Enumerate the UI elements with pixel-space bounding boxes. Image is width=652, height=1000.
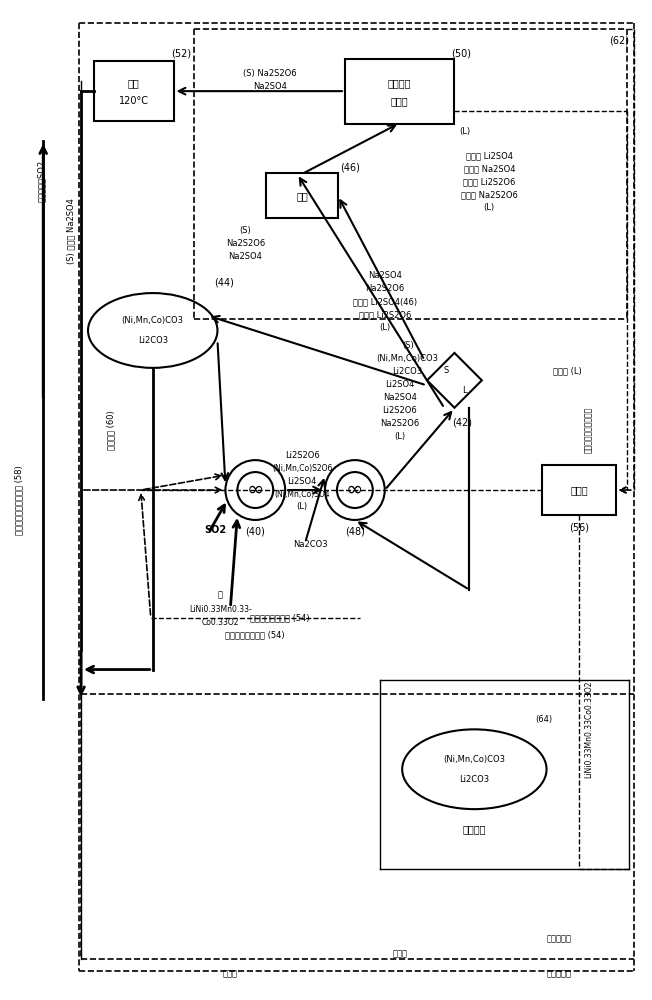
Polygon shape <box>427 353 482 408</box>
Text: (L): (L) <box>484 203 495 212</box>
Text: LiNi0.33Mn0.33Co0.33O2: LiNi0.33Mn0.33Co0.33O2 <box>584 681 593 778</box>
Text: 浓缩物 (L): 浓缩物 (L) <box>553 366 582 375</box>
Text: (L): (L) <box>394 432 406 441</box>
Text: Na2SO4: Na2SO4 <box>228 252 262 261</box>
Text: 水和锂的回收环路 (54): 水和锂的回收环路 (54) <box>226 630 285 639</box>
Text: 晶体: 晶体 <box>296 191 308 201</box>
Text: 纳滤器: 纳滤器 <box>570 485 587 495</box>
Text: ∞: ∞ <box>246 480 264 500</box>
Text: (Ni,Mn,Co)SO4: (Ni,Mn,Co)SO4 <box>274 490 330 499</box>
Circle shape <box>237 472 273 508</box>
Text: 用于冲洗的: 用于冲洗的 <box>546 969 572 978</box>
Text: 离心机或: 离心机或 <box>388 78 411 88</box>
Text: Li2S2O6: Li2S2O6 <box>382 406 417 415</box>
Text: (L): (L) <box>379 323 391 332</box>
Text: (Ni,Mn,Co)CO3: (Ni,Mn,Co)CO3 <box>443 755 505 764</box>
FancyBboxPatch shape <box>542 465 616 515</box>
Text: ∞: ∞ <box>346 480 364 500</box>
Text: 剩余的 Li2S2O6: 剩余的 Li2S2O6 <box>359 310 411 319</box>
Text: 任选的: 任选的 <box>223 969 238 978</box>
FancyBboxPatch shape <box>345 59 454 124</box>
Text: (62): (62) <box>609 35 629 45</box>
Circle shape <box>226 460 285 520</box>
Text: (S) 高纯度 Na2SO4: (S) 高纯度 Na2SO4 <box>67 198 76 264</box>
FancyBboxPatch shape <box>94 61 173 121</box>
Text: 用于冲洗的: 用于冲洗的 <box>546 934 572 943</box>
Text: (S): (S) <box>239 226 251 235</box>
Circle shape <box>337 472 373 508</box>
Text: 120°C: 120°C <box>119 96 149 106</box>
Text: (L): (L) <box>297 502 308 511</box>
Text: (42): (42) <box>452 417 473 427</box>
Text: Li2SO4: Li2SO4 <box>288 477 317 486</box>
Text: (Ni,Mn,Co)CO3: (Ni,Mn,Co)CO3 <box>122 316 184 325</box>
Text: LiNi0.33Mn0.33-: LiNi0.33Mn0.33- <box>189 605 252 614</box>
Text: (S) Na2S2O6: (S) Na2S2O6 <box>243 69 297 78</box>
Text: (44): (44) <box>215 278 234 288</box>
Text: Li2CO3: Li2CO3 <box>138 336 168 345</box>
Circle shape <box>325 460 385 520</box>
Text: Co0.33O2: Co0.33O2 <box>201 618 239 627</box>
Text: 剩余的 Na2SO4: 剩余的 Na2SO4 <box>464 164 515 173</box>
Text: (Ni,Mn,Co)CO3: (Ni,Mn,Co)CO3 <box>377 354 439 363</box>
Text: (50): (50) <box>451 48 471 58</box>
Text: (L): (L) <box>459 127 470 136</box>
Text: 废: 废 <box>218 590 223 599</box>
FancyBboxPatch shape <box>266 173 338 218</box>
Text: (S): (S) <box>402 341 413 350</box>
Ellipse shape <box>88 293 218 368</box>
Text: (40): (40) <box>245 527 265 537</box>
Text: Li2SO4: Li2SO4 <box>385 380 415 389</box>
Text: 冲洗废水 (60): 冲洗废水 (60) <box>106 410 115 450</box>
Text: Na2SO4: Na2SO4 <box>368 271 402 280</box>
Text: 回到浸出的SO2: 回到浸出的SO2 <box>37 160 46 202</box>
Text: 剩余的 Li2SO4(46): 剩余的 Li2SO4(46) <box>353 297 417 306</box>
Text: 加热: 加热 <box>128 78 140 88</box>
Text: Na2SO4: Na2SO4 <box>253 82 287 91</box>
Text: 水和锂的回收环路 (54): 水和锂的回收环路 (54) <box>250 613 310 622</box>
Text: Na2S2O6: Na2S2O6 <box>365 284 404 293</box>
Text: 剩余的 Na2S2O6: 剩余的 Na2S2O6 <box>461 190 518 199</box>
Text: Li2CO3: Li2CO3 <box>393 367 422 376</box>
Text: 剩余的 Li2S2O6: 剩余的 Li2S2O6 <box>463 177 516 186</box>
Text: Li2S2O6: Li2S2O6 <box>285 451 319 460</box>
Text: Li2CO3: Li2CO3 <box>459 775 490 784</box>
Text: (56): (56) <box>569 523 589 533</box>
Text: (64): (64) <box>535 715 553 724</box>
Text: (48): (48) <box>345 527 365 537</box>
Text: 电池材料: 电池材料 <box>463 824 486 834</box>
Text: S: S <box>444 366 449 375</box>
Text: Na2S2O6: Na2S2O6 <box>380 419 419 428</box>
Ellipse shape <box>402 729 546 809</box>
Text: Na2CO3: Na2CO3 <box>293 540 327 549</box>
Text: (52): (52) <box>171 48 192 58</box>
Text: 过滤器: 过滤器 <box>391 96 409 106</box>
Text: (Ni,Mn,Co)S2O6: (Ni,Mn,Co)S2O6 <box>272 464 333 473</box>
Text: 用于冲洗的再循环的水: 用于冲洗的再循环的水 <box>584 407 593 453</box>
Text: (46): (46) <box>340 163 360 173</box>
Text: Na2SO4: Na2SO4 <box>383 393 417 402</box>
Text: L: L <box>462 386 467 395</box>
Text: Na2S2O6: Na2S2O6 <box>226 239 265 248</box>
Text: 剩余的 Li2SO4: 剩余的 Li2SO4 <box>466 151 513 160</box>
Text: SO2: SO2 <box>205 525 226 535</box>
Text: 用于冲洗的再循环的水 (58): 用于冲洗的再循环的水 (58) <box>15 465 24 535</box>
Text: 任选的: 任选的 <box>393 949 408 958</box>
